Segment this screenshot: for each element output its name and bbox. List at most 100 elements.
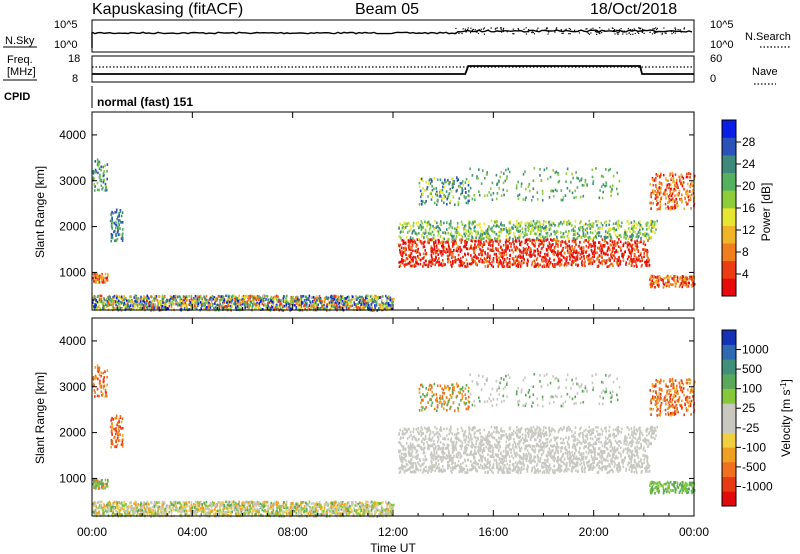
heatmap-cell — [433, 258, 435, 261]
heatmap-cell — [190, 295, 193, 298]
heatmap-cell — [533, 239, 536, 242]
heatmap-cell — [181, 302, 184, 305]
heatmap-cell — [258, 295, 260, 298]
heatmap-cell — [667, 205, 669, 209]
heatmap-cell — [488, 256, 491, 260]
heatmap-cell — [533, 244, 535, 247]
heatmap-cell — [174, 294, 177, 298]
heatmap-cell — [258, 298, 260, 302]
heatmap-cell — [415, 222, 418, 225]
heatmap-cell — [268, 301, 270, 304]
nsearch-point — [656, 31, 658, 33]
heatmap-cell — [560, 258, 563, 262]
heatmap-cell — [413, 263, 416, 267]
heatmap-cell — [355, 295, 357, 298]
heatmap-cell — [123, 295, 125, 299]
heatmap-cell — [604, 235, 607, 239]
heatmap-cell — [604, 221, 607, 224]
nsearch-point — [675, 28, 677, 31]
heatmap-cell — [518, 236, 521, 239]
heatmap-cell — [94, 170, 96, 174]
heatmap-cell — [405, 257, 408, 260]
heatmap-cell — [451, 177, 453, 181]
heatmap-cell — [199, 295, 202, 298]
heatmap-cell — [660, 187, 662, 190]
heatmap-cell — [191, 512, 193, 516]
heatmap-cell — [248, 295, 250, 298]
heatmap-cell — [403, 251, 406, 255]
heatmap-cell — [329, 303, 331, 307]
heatmap-cell — [275, 308, 278, 311]
heatmap-cell — [667, 207, 670, 210]
heatmap-cell — [532, 252, 535, 255]
heatmap-cell — [689, 198, 692, 202]
heatmap-cell — [398, 244, 401, 248]
heatmap-cell — [460, 193, 462, 196]
heatmap-cell — [616, 192, 619, 196]
nsearch-point — [627, 27, 629, 30]
heatmap-cell — [692, 284, 695, 287]
heatmap-cell — [564, 241, 566, 244]
heatmap-cell — [192, 298, 195, 302]
heatmap-cell — [225, 512, 228, 516]
heatmap-cell — [353, 507, 355, 510]
heatmap-cell — [127, 299, 130, 302]
heatmap-cell — [510, 242, 513, 246]
heatmap-cell — [492, 258, 494, 262]
heatmap-cell — [183, 304, 186, 307]
heatmap-cell — [540, 247, 543, 251]
heatmap-cell — [624, 229, 626, 232]
heatmap-cell — [536, 230, 539, 233]
heatmap-cell — [221, 295, 224, 298]
heatmap-cell — [495, 197, 498, 201]
heatmap-cell — [630, 254, 632, 258]
heatmap-cell — [92, 301, 94, 304]
heatmap-cell — [572, 237, 575, 240]
heatmap-cell — [627, 255, 630, 258]
heatmap-cell — [203, 296, 206, 299]
heatmap-cell — [598, 260, 600, 264]
heatmap-cell — [590, 257, 593, 260]
heatmap-cell — [685, 278, 688, 281]
heatmap-cell — [564, 257, 566, 260]
heatmap-cell — [655, 173, 658, 176]
heatmap-cell — [440, 220, 442, 223]
heatmap-cell — [679, 177, 681, 181]
heatmap-cell — [214, 302, 216, 305]
heatmap-cell — [576, 258, 579, 261]
heatmap-cell — [428, 230, 431, 233]
heatmap-cell — [272, 304, 274, 307]
heatmap-cell — [119, 227, 121, 230]
heatmap-cell — [351, 304, 354, 307]
heatmap-cell — [414, 249, 416, 253]
heatmap-cell — [692, 189, 694, 192]
heatmap-cell — [255, 306, 257, 310]
heatmap-cell — [488, 260, 490, 263]
heatmap-cell — [626, 245, 629, 249]
heatmap-cell — [475, 233, 478, 237]
heatmap-cell — [482, 169, 484, 172]
heatmap-cell — [362, 297, 365, 300]
heatmap-cell — [556, 189, 558, 193]
heatmap-cell — [239, 303, 242, 306]
heatmap-cell — [113, 307, 115, 310]
heatmap-cell — [293, 504, 295, 507]
heatmap-cell — [505, 238, 508, 242]
heatmap-cell — [246, 302, 249, 306]
heatmap-cell — [648, 263, 651, 267]
heatmap-cell — [474, 260, 476, 263]
heatmap-cell — [554, 244, 557, 248]
heatmap-cell — [629, 259, 631, 263]
heatmap-cell — [648, 225, 651, 228]
heatmap-cell — [99, 175, 101, 179]
heatmap-cell — [192, 304, 194, 307]
nsearch-point — [547, 30, 549, 32]
heatmap-cell — [666, 186, 669, 189]
heatmap-cell — [429, 192, 431, 196]
heatmap-cell — [627, 243, 629, 247]
heatmap-cell — [489, 234, 491, 238]
heatmap-cell — [115, 303, 117, 307]
heatmap-cell — [253, 303, 255, 307]
heatmap-cell — [683, 281, 685, 284]
